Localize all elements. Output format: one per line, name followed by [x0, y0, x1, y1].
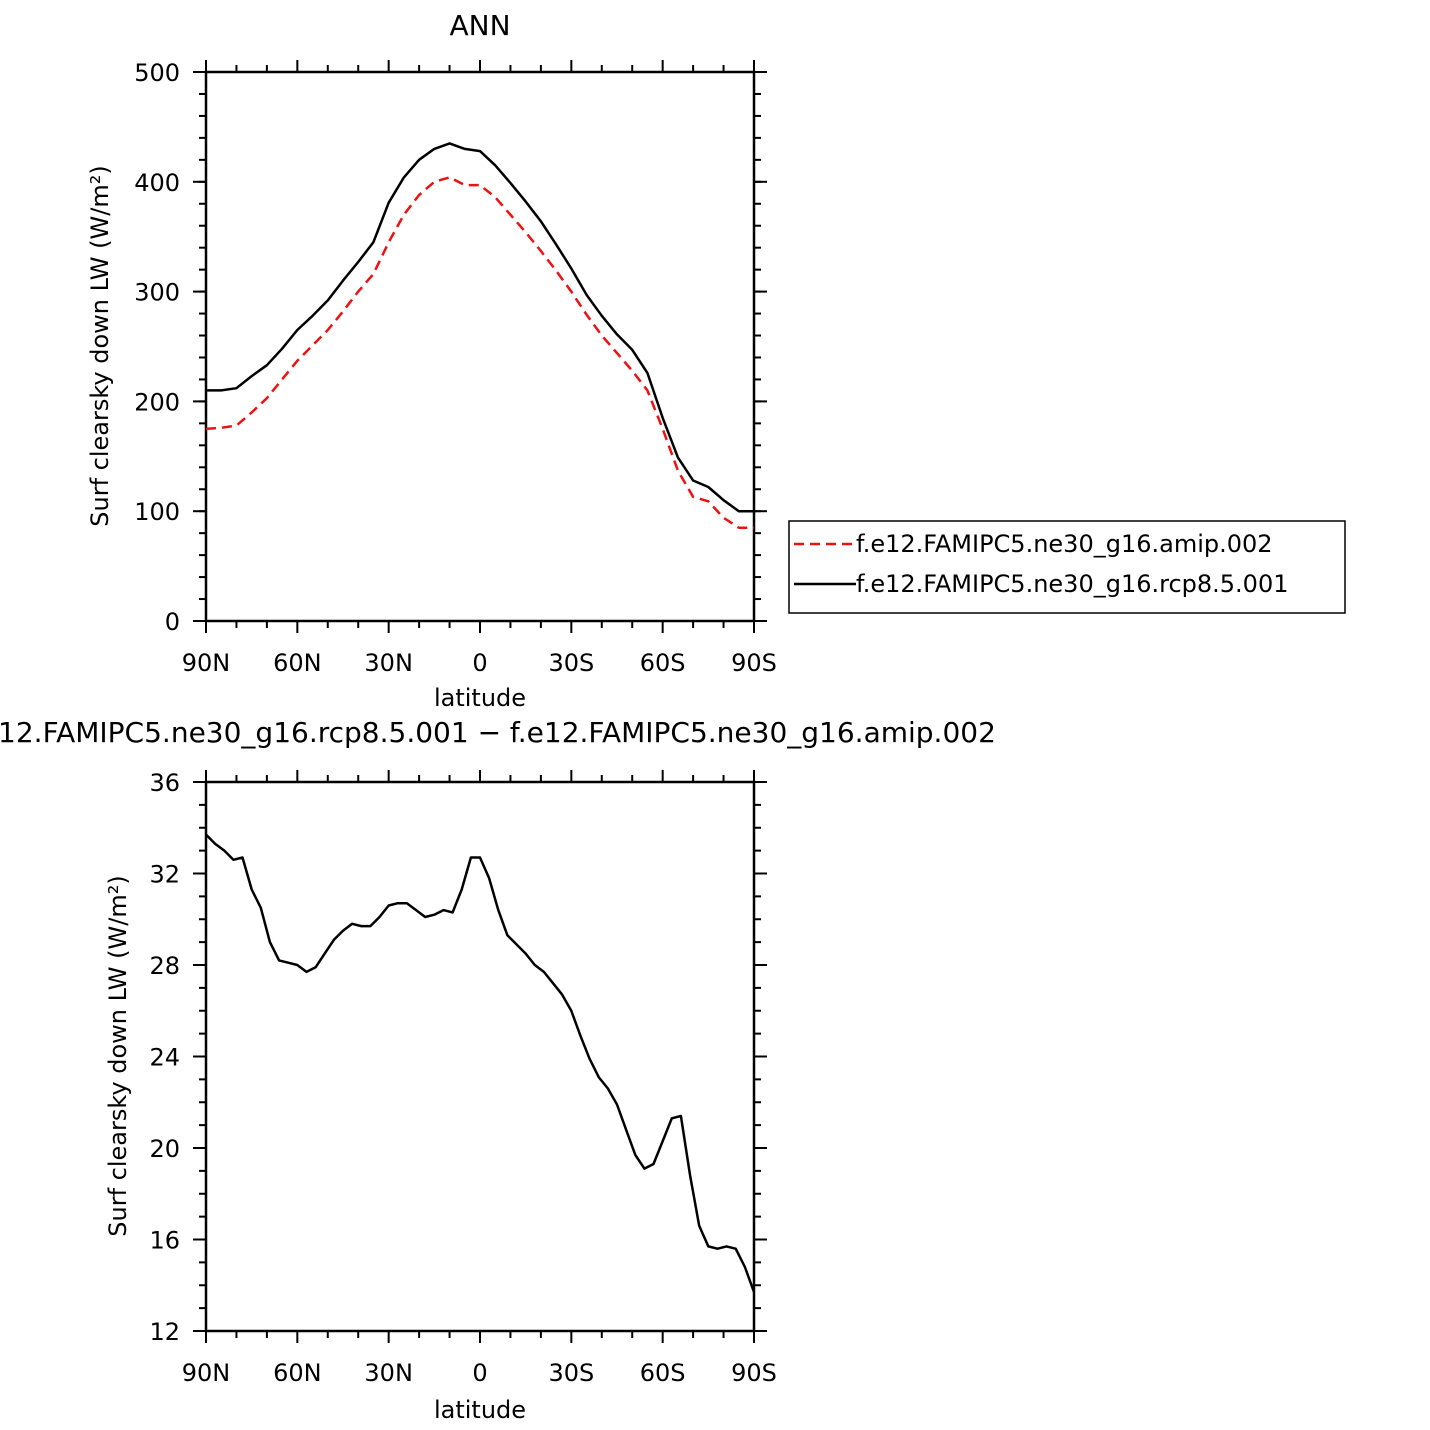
- bottom-y-tick-label: 16: [149, 1227, 180, 1255]
- bottom-panel: f.e12.FAMIPC5.ne30_g16.rcp8.5.001 − f.e1…: [0, 716, 996, 1424]
- bottom-x-tick-label: 60N: [273, 1359, 322, 1387]
- top-y-tick-label: 100: [134, 498, 180, 526]
- legend-label-amip: f.e12.FAMIPC5.ne30_g16.amip.002: [856, 530, 1273, 558]
- top-y-axis-title: Surf clearsky down LW (W/m²): [86, 165, 114, 526]
- bottom-y-tick-label: 32: [149, 861, 180, 889]
- top-series-line-0: [205, 176, 754, 529]
- top-x-tick-label: 30N: [364, 649, 413, 677]
- bottom-x-axis-title: latitude: [434, 1396, 526, 1424]
- top-y-tick-label: 0: [165, 608, 180, 636]
- bottom-series-line-0: [205, 833, 756, 1293]
- legend: f.e12.FAMIPC5.ne30_g16.amip.002 f.e12.FA…: [788, 520, 1346, 614]
- top-chart-title: ANN: [449, 9, 510, 42]
- top-y-tick-label: 200: [134, 388, 180, 416]
- bottom-x-tick-label: 30N: [364, 1359, 413, 1387]
- top-x-tick-label: 0: [472, 649, 487, 677]
- top-y-tick-label: 300: [134, 279, 180, 307]
- top-x-tick-label: 90N: [182, 649, 231, 677]
- bottom-x-tick-label: 30S: [548, 1359, 594, 1387]
- bottom-plot-frame: [204, 780, 756, 1333]
- bottom-y-tick-label: 24: [149, 1044, 180, 1072]
- bottom-x-tick-label: 90N: [182, 1359, 231, 1387]
- top-y-tick-label: 400: [134, 169, 180, 197]
- top-plot-area: 0 100 200 300 400 500 90N 60N 30N 0 30S 60S 90S: [134, 59, 777, 677]
- legend-box: [788, 520, 1346, 614]
- legend-label-rcp85: f.e12.FAMIPC5.ne30_g16.rcp8.5.001: [856, 570, 1289, 598]
- top-x-tick-label: 60S: [640, 649, 686, 677]
- top-y-tick-label: 500: [134, 59, 180, 87]
- bottom-y-tick-label: 28: [149, 952, 180, 980]
- bottom-x-tick-label: 0: [472, 1359, 487, 1387]
- bottom-y-tick-label: 20: [149, 1135, 180, 1163]
- top-plot-frame: [204, 70, 756, 623]
- top-series-line-1: [206, 142, 754, 513]
- top-x-tick-label: 60N: [273, 649, 322, 677]
- bottom-y-tick-label: 12: [149, 1318, 180, 1346]
- bottom-y-axis-title: Surf clearsky down LW (W/m²): [104, 875, 132, 1236]
- bottom-x-tick-label: 60S: [640, 1359, 686, 1387]
- bottom-chart-title: f.e12.FAMIPC5.ne30_g16.rcp8.5.001 − f.e1…: [0, 716, 996, 749]
- bottom-x-tick-label: 90S: [731, 1359, 777, 1387]
- bottom-plot-area: 12 16 20 24 28 32 36 90N 60N 30N 0 30S 60S 90S: [149, 769, 776, 1387]
- bottom-y-tick-label: 36: [149, 769, 180, 797]
- top-x-tick-label: 90S: [731, 649, 777, 677]
- top-x-tick-label: 30S: [548, 649, 594, 677]
- top-x-axis-title: latitude: [434, 684, 526, 712]
